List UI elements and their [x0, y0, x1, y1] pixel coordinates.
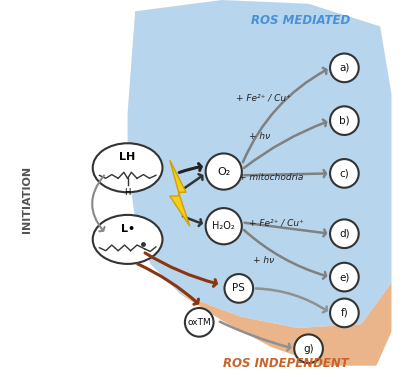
Ellipse shape	[92, 143, 162, 192]
Circle shape	[329, 219, 358, 248]
Text: a): a)	[338, 63, 349, 73]
Circle shape	[329, 299, 358, 327]
Text: e): e)	[338, 272, 349, 282]
Text: d): d)	[338, 229, 349, 239]
Text: PS: PS	[232, 284, 245, 293]
Circle shape	[205, 208, 241, 244]
Circle shape	[329, 263, 358, 291]
Circle shape	[205, 153, 241, 190]
Polygon shape	[135, 219, 390, 366]
Text: g): g)	[303, 344, 313, 354]
Text: b): b)	[338, 116, 349, 126]
Circle shape	[184, 308, 213, 337]
Circle shape	[294, 334, 322, 363]
Text: H: H	[124, 188, 130, 197]
Text: + Fe²⁺ / Cu⁺: + Fe²⁺ / Cu⁺	[248, 219, 303, 228]
Circle shape	[329, 54, 358, 82]
Circle shape	[329, 159, 358, 188]
Text: + Fe²⁺ / Cu⁺: + Fe²⁺ / Cu⁺	[235, 93, 290, 103]
Circle shape	[329, 106, 358, 135]
Text: LH: LH	[119, 152, 135, 162]
Text: oxTM: oxTM	[187, 318, 211, 327]
Text: + mitochodria: + mitochodria	[238, 173, 302, 182]
Text: c): c)	[339, 169, 348, 178]
Polygon shape	[127, 0, 390, 328]
Text: f): f)	[340, 308, 347, 318]
Text: + hν: + hν	[252, 256, 273, 265]
Circle shape	[224, 274, 253, 303]
Text: ROS MEDIATED: ROS MEDIATED	[251, 14, 350, 27]
Text: + hν: + hν	[248, 132, 269, 141]
Text: INITIATION: INITIATION	[21, 166, 32, 233]
Text: ROS INDEPENDENT: ROS INDEPENDENT	[222, 357, 348, 370]
Text: L•: L•	[120, 224, 134, 234]
Polygon shape	[169, 160, 190, 226]
Text: H₂O₂: H₂O₂	[212, 221, 234, 231]
Ellipse shape	[92, 215, 162, 264]
Text: O₂: O₂	[217, 167, 230, 176]
